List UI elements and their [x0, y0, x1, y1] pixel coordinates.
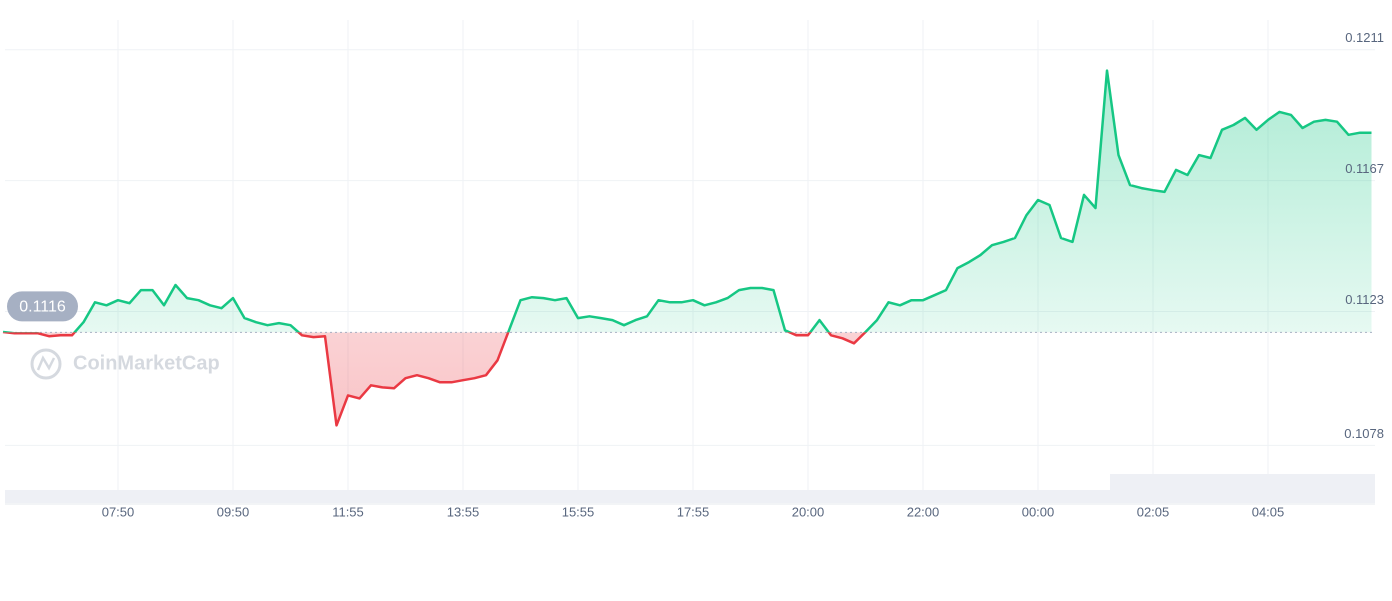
- x-tick-label: 02:05: [1137, 504, 1170, 519]
- x-tick-label: 00:00: [1022, 504, 1055, 519]
- x-tick-label: 22:00: [907, 504, 940, 519]
- area-up: [3, 70, 1372, 333]
- x-tick-label: 07:50: [102, 504, 135, 519]
- y-tick-label: 0.1078: [1344, 426, 1384, 441]
- x-tick-label: 13:55: [447, 504, 480, 519]
- y-tick-label: 0.1123: [1345, 292, 1384, 307]
- reference-badge: [7, 291, 78, 322]
- x-tick-label: 20:00: [792, 504, 825, 519]
- price-line-up: [2, 69, 1372, 333]
- x-tick-label: 09:50: [217, 504, 250, 519]
- x-tick-label: 04:05: [1252, 504, 1285, 519]
- watermark: CoinMarketCap: [30, 348, 220, 380]
- x-tick-label: 15:55: [562, 504, 595, 519]
- volume-band: [1110, 474, 1375, 503]
- x-tick-label: 17:55: [677, 504, 710, 519]
- x-tick-label: 11:55: [332, 504, 364, 519]
- watermark-text: CoinMarketCap: [73, 352, 220, 374]
- volume-band: [5, 490, 1375, 503]
- y-tick-label: 0.1211: [1345, 30, 1384, 45]
- reference-label: 0.1116: [19, 299, 66, 316]
- y-tick-label: 0.1167: [1345, 161, 1384, 176]
